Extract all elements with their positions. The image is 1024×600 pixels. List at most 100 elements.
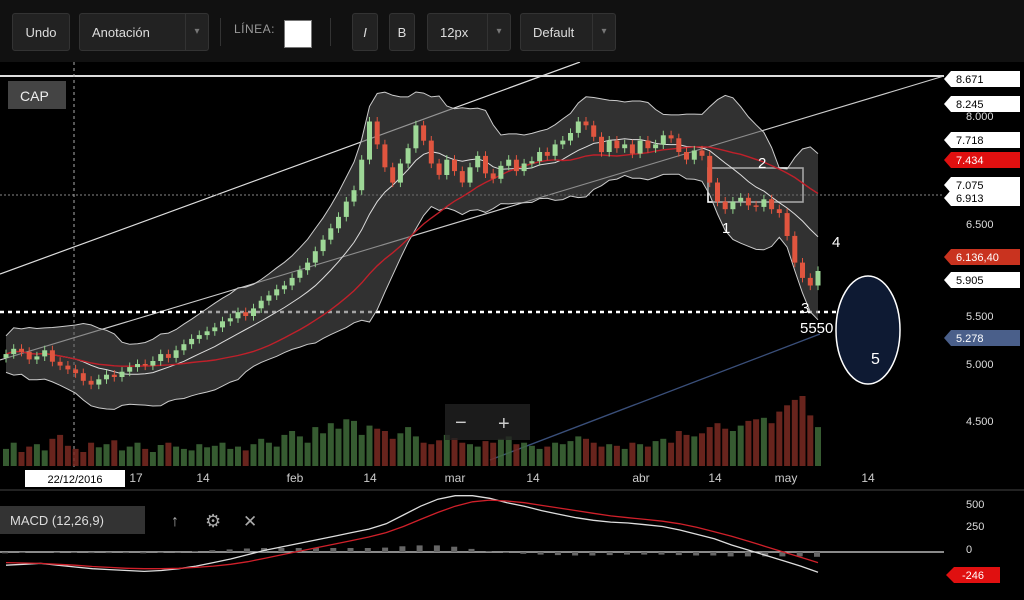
macd-histogram-bar [433,545,440,552]
zoom-controls-bg [445,404,530,440]
volume-bar [41,450,48,466]
candle-body [158,354,164,361]
volume-bar [88,442,95,466]
candle-body [413,125,419,149]
volume-bar [281,434,288,466]
cap-badge[interactable]: CAP [8,81,66,109]
zoom-controls[interactable]: − + [445,404,530,440]
volume-bar [374,428,381,466]
y-axis-tick-label: 6.500 [966,219,994,231]
zoom-in-icon[interactable]: + [498,413,510,435]
volume-bar [590,442,597,466]
candle-body [281,285,287,290]
bold-button[interactable]: B [389,13,415,51]
candle-body [506,159,512,166]
price-badge-text: 7.718 [956,135,984,147]
price-badge: 7.434 [944,152,1020,168]
volume-bar [815,427,821,466]
candle-body [444,159,450,175]
candle-body [297,270,303,278]
candle-body [390,167,396,183]
macd-tick-label: 250 [966,521,984,533]
candle-body [96,379,102,385]
candle-body [274,289,280,296]
macd-histogram-bar [330,548,337,552]
y-axis-tick-label: 5.500 [966,311,994,323]
line-color-swatch[interactable] [284,20,312,48]
volume-bar [312,427,319,466]
volume-bar [420,442,427,466]
gear-icon[interactable]: ⚙ [205,511,221,531]
price-chart[interactable]: 17 14 feb 14 mar 14 abr 14 may 148.0006.5005.5005… [0,62,1024,600]
candle-body [19,348,24,352]
volume-bar [807,415,814,466]
volume-bar [528,445,535,466]
volume-bar [660,438,667,466]
ma200-line [489,333,821,461]
candle-body [436,163,442,175]
volume-bar [10,442,17,466]
divider [330,18,331,46]
price-badge: 8.671 [944,71,1020,87]
annotation-text: 5550 [800,320,833,337]
style-select[interactable]: Default ▾ [520,13,616,51]
candle-body [699,150,705,156]
volume-bar [149,452,156,466]
font-size-value: 12px [440,25,469,40]
volume-bar [637,444,644,466]
annotation-select[interactable]: Anotación ▾ [79,13,209,51]
macd-histogram-bar [762,552,769,557]
undo-button[interactable]: Undo [12,13,70,51]
candle-body [653,144,659,149]
volume-bar [196,444,203,466]
candle-body [560,140,566,145]
volume-bar [722,428,729,466]
candle-body [34,356,40,360]
candle-body [800,262,805,278]
macd-histogram-bar [675,552,682,556]
candle-body [243,312,249,316]
chevron-down-icon: ▾ [487,14,510,50]
volume-bar [467,444,473,466]
y-axis-tick-label: 4.500 [966,416,994,428]
style-value: Default [533,25,575,40]
price-badge-text: 8.245 [956,99,984,111]
macd-histogram-bar [779,552,786,557]
price-badge-text: 6.136,40 [956,252,999,264]
macd-histogram-bar [347,548,354,552]
volume-bar [49,438,56,466]
candle-body [26,351,32,360]
macd-tick-label: 0 [966,544,972,556]
price-badge: 8.245 [944,96,1020,112]
volume-bar [691,436,698,466]
italic-button[interactable]: I [352,13,378,51]
candlestick-series [3,117,821,390]
close-icon[interactable]: ✕ [243,512,257,531]
volume-bar [536,448,543,466]
volume-bars [3,396,821,466]
volume-bar [776,411,783,466]
candle-body [660,135,666,145]
volume-bar [304,442,311,466]
volume-bar [513,444,520,466]
volume-bar [760,417,767,466]
candle-body [676,138,682,152]
arrow-up-icon[interactable]: ↑ [171,513,179,530]
candle-body [336,216,341,229]
volume-bar [389,438,396,466]
font-size-select[interactable]: 12px ▾ [427,13,511,51]
bollinger-upper [5,91,819,345]
candle-body [776,209,782,213]
zoom-out-icon[interactable]: − [455,412,467,434]
macd-histogram-bar [624,552,630,555]
x-axis-tick-label: 14 [861,471,875,485]
candle-body [181,344,187,351]
macd-histogram-bar [710,552,717,556]
volume-bar [668,442,675,466]
volume-bar [33,444,40,466]
macd-histogram-bar [727,552,734,557]
price-badge-text: 5.278 [956,333,984,345]
volume-bar [745,420,752,466]
candle-body [374,121,380,145]
volume-bar [405,427,412,466]
